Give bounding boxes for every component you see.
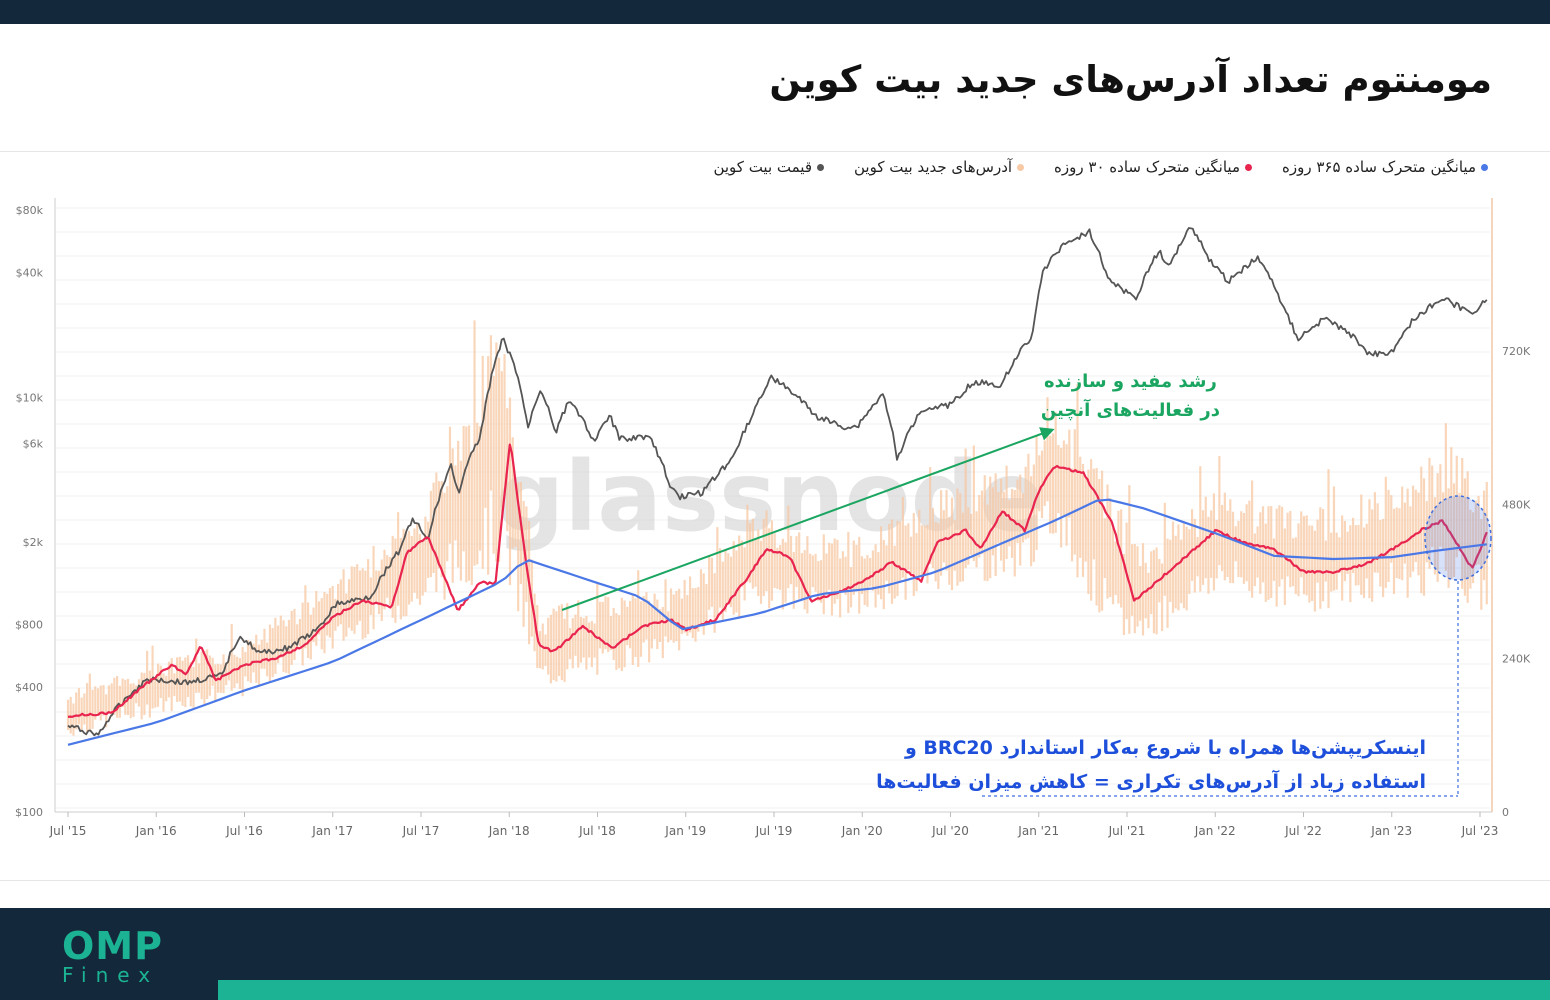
left-tick-label: $100	[15, 806, 43, 819]
legend-item-new-addresses: آدرس‌های جدید بیت کوین	[854, 158, 1025, 176]
left-tick-label: $800	[15, 619, 43, 632]
legend-item-sma365: میانگین متحرک ساده ۳۶۵ روزه	[1282, 158, 1488, 176]
x-tick-label: Jan '23	[1370, 824, 1412, 838]
x-tick-label: Jul '23	[1461, 824, 1499, 838]
divider-top	[0, 151, 1550, 152]
annotation-brc20-line1: اینسکریپشن‌ها همراه با شروع به‌کار استان…	[904, 737, 1426, 759]
left-tick-label: $6k	[23, 437, 44, 450]
annotation-layer	[561, 427, 1492, 797]
x-tick-label: Jan '21	[1017, 824, 1059, 838]
top-bar	[0, 0, 1550, 24]
brand-logo: OMP	[62, 924, 163, 968]
legend-item-price: قیمت بیت کوین	[713, 158, 824, 176]
series-line-0	[67, 227, 1488, 737]
new-addresses-band-layer	[66, 320, 1488, 736]
axis-layer: $100 $400 $800 $2k $6k $10k $40k $80k 0 240K 480K 7…	[15, 198, 1531, 838]
legend-dot-sma365	[1481, 163, 1488, 171]
legend-dot-sma30	[1245, 163, 1252, 171]
brc20-highlight-ellipse	[1424, 495, 1492, 581]
annotation-growth-line1: رشد مفید و سازنده	[1043, 371, 1217, 392]
brand-logo-subtitle: Finex	[62, 963, 160, 987]
x-tick-label: Jan '20	[841, 824, 883, 838]
annotation-growth-line2: در فعالیت‌های آنچین	[1040, 400, 1220, 421]
left-tick-label: $2k	[23, 536, 44, 549]
annotation-brc20-line2: استفاده زیاد از آدرس‌های تکراری = کاهش م…	[876, 771, 1426, 793]
annotation-brc20: اینسکریپشن‌ها همراه با شروع به‌کار استان…	[876, 731, 1426, 799]
x-tick-label: Jan '19	[664, 824, 706, 838]
x-tick-label: Jul '18	[578, 824, 616, 838]
x-tick-label: Jul '17	[402, 824, 440, 838]
footer-stripe	[218, 980, 1550, 1000]
series-line-1	[67, 443, 1488, 718]
series-line-layer	[67, 227, 1488, 746]
annotation-growth: رشد مفید و سازنده در فعالیت‌های آنچین	[1041, 367, 1220, 425]
x-tick-label: Jul '16	[225, 824, 263, 838]
legend-dot-new-addresses	[1017, 163, 1025, 171]
left-tick-label: $80k	[16, 204, 44, 217]
right-tick-label: 0	[1502, 806, 1509, 819]
right-tick-label: 480K	[1502, 499, 1531, 512]
legend-item-sma30: میانگین متحرک ساده ۳۰ روزه	[1054, 158, 1252, 176]
left-tick-label: $400	[15, 681, 43, 694]
x-tick-label: Jan '16	[135, 824, 177, 838]
x-tick-label: Jul '22	[1284, 824, 1322, 838]
divider-bottom	[0, 880, 1550, 881]
x-tick-label: Jul '15	[49, 824, 87, 838]
legend-label-price: قیمت بیت کوین	[713, 158, 812, 176]
x-tick-label: Jul '19	[755, 824, 793, 838]
growth-trend-arrow	[561, 427, 1055, 611]
right-tick-label: 720K	[1502, 345, 1531, 358]
x-tick-label: Jan '22	[1194, 824, 1236, 838]
right-tick-label: 240K	[1502, 652, 1531, 665]
x-tick-label: Jan '18	[488, 824, 530, 838]
page-title: مومنتوم تعداد آدرس‌های جدید بیت کوین	[769, 58, 1492, 101]
left-tick-label: $40k	[16, 266, 44, 279]
series-line-2	[67, 498, 1487, 746]
legend-label-sma30: میانگین متحرک ساده ۳۰ روزه	[1054, 158, 1240, 176]
chart-legend: قیمت بیت کوین آدرس‌های جدید بیت کوین میا…	[713, 158, 1488, 176]
grid-layer	[56, 207, 1490, 809]
legend-label-new-addresses: آدرس‌های جدید بیت کوین	[854, 158, 1013, 176]
x-tick-label: Jul '21	[1108, 824, 1146, 838]
x-tick-label: Jan '17	[311, 824, 353, 838]
chart-svg: glassnode $100$400$800$2k$6k$10k$40k$80k…	[15, 198, 1531, 838]
x-tick-label: Jul '20	[931, 824, 969, 838]
left-tick-label: $10k	[16, 391, 44, 404]
legend-label-sma365: میانگین متحرک ساده ۳۶۵ روزه	[1282, 158, 1476, 176]
legend-dot-price	[817, 163, 824, 171]
